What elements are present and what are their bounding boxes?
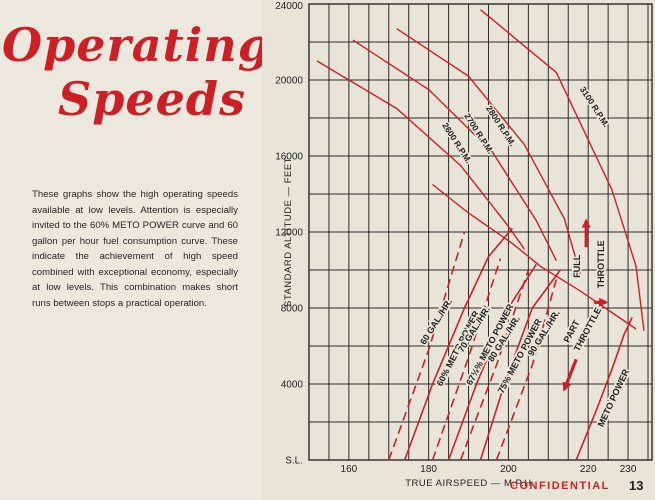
y-tick-label: 12000	[275, 228, 303, 239]
x-tick-label: 180	[420, 464, 437, 475]
rpm-curve	[316, 60, 525, 250]
y-tick-label: 4000	[281, 380, 304, 391]
x-tick-label: 230	[620, 464, 637, 475]
rpm-curve-label: 3100 R.P.M.	[578, 85, 612, 129]
arrow-head	[599, 297, 609, 307]
right-page: S.L. 4000 8000 12000 16000 20000 24000 160 180 20…	[262, 0, 655, 500]
line-label: FULL	[572, 254, 582, 277]
chart-grid	[308, 3, 652, 461]
page-title-line1: Operating	[2, 18, 271, 72]
y-tick-label: 24000	[275, 1, 303, 12]
rpm-curve	[352, 39, 557, 261]
y-axis-label: STANDARD ALTITUDE — FEET	[283, 157, 294, 307]
page-title-line2: Speeds	[58, 72, 246, 126]
left-page: Operating Speeds These graphs show the h…	[0, 0, 270, 500]
line-label: THROTTLE	[596, 240, 606, 288]
rpm-curve	[480, 9, 645, 331]
y-tick-label: 8000	[281, 304, 304, 315]
page-number: 13	[629, 478, 644, 493]
fuel-consumption-line	[495, 279, 558, 461]
fuel-consumption-line	[388, 231, 466, 461]
y-tick-label: 20000	[275, 76, 303, 87]
meto-power-line	[575, 317, 633, 461]
x-axis-label: TRUE AIRSPEED — M.P.H.	[405, 478, 535, 489]
full-throttle-line	[432, 183, 637, 330]
part-throttle-arrow-down	[562, 358, 578, 392]
y-tick-label: 16000	[275, 152, 303, 163]
x-tick-label: 200	[500, 464, 517, 475]
y-tick-label: S.L.	[285, 456, 303, 467]
arrow-head	[562, 381, 572, 392]
part-throttle-arrow-right	[594, 297, 609, 307]
meto-power-line	[403, 227, 514, 461]
meto-power-line	[479, 269, 561, 461]
description-paragraph: These graphs show the high operating spe…	[32, 189, 238, 309]
fuel-consumption-line	[459, 269, 530, 461]
fuel-consumption-line	[431, 258, 502, 461]
operating-speeds-chart: S.L. 4000 8000 12000 16000 20000 24000 160 180 20…	[275, 1, 653, 489]
x-tick-label: 160	[341, 464, 358, 475]
confidential-mark: CONFIDENTIAL	[510, 480, 610, 492]
x-tick-label: 220	[580, 464, 597, 475]
rpm-curve	[396, 28, 581, 274]
arrow-head	[581, 218, 591, 228]
full-throttle-arrow	[581, 218, 591, 248]
